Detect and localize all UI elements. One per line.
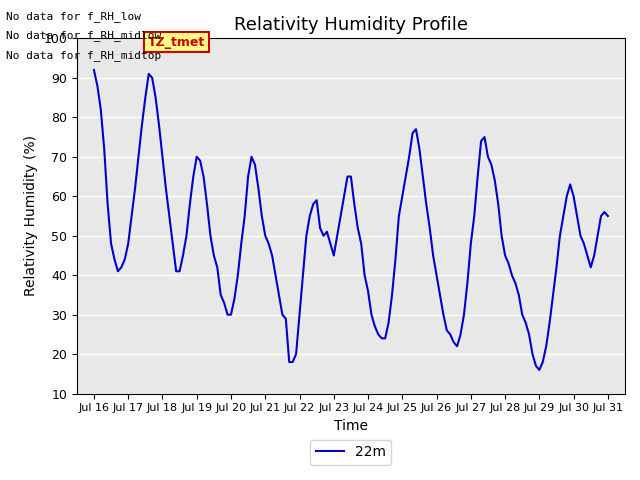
- Y-axis label: Relativity Humidity (%): Relativity Humidity (%): [24, 135, 38, 297]
- 22m: [340, 193, 348, 199]
- Text: No data for f_RH_midtop: No data for f_RH_midtop: [6, 49, 162, 60]
- 22m: [604, 213, 612, 219]
- 22m: [536, 367, 543, 373]
- Line: 22m: 22m: [94, 70, 608, 370]
- Text: No data for f_RH_low: No data for f_RH_low: [6, 11, 141, 22]
- X-axis label: Time: Time: [334, 419, 368, 433]
- 22m: [402, 174, 410, 180]
- Title: Relativity Humidity Profile: Relativity Humidity Profile: [234, 16, 468, 34]
- 22m: [90, 67, 98, 73]
- Text: No data for f_RH_midlow: No data for f_RH_midlow: [6, 30, 162, 41]
- Text: TZ_tmet: TZ_tmet: [148, 36, 205, 48]
- 22m: [450, 339, 458, 345]
- 22m: [415, 146, 423, 152]
- Legend: 22m: 22m: [310, 440, 392, 465]
- 22m: [272, 272, 280, 278]
- 22m: [597, 213, 605, 219]
